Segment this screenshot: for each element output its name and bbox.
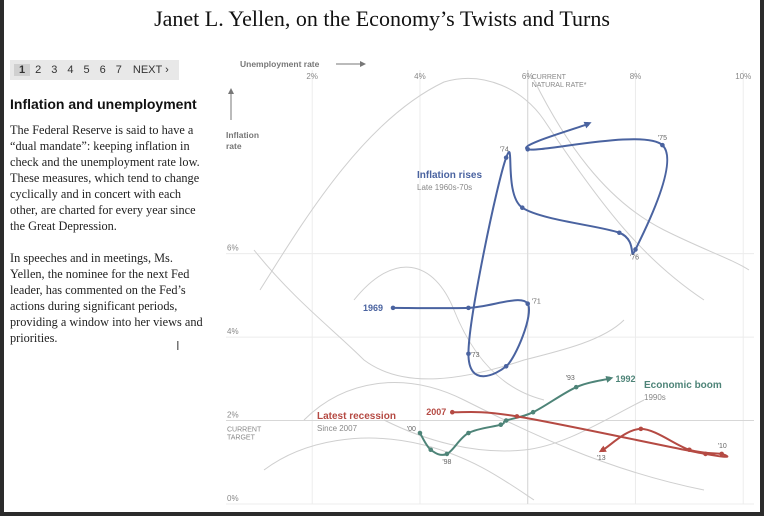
point-label: '73	[470, 352, 479, 359]
data-point	[719, 451, 724, 457]
page-frame: Janet L. Yellen, on the Economy’s Twists…	[4, 0, 760, 512]
sidebar-paragraph-2: In speeches and in meetings, Ms. Yellen,…	[10, 251, 203, 345]
point-label: '98	[442, 459, 451, 466]
point-label: '13	[597, 455, 606, 462]
history-curve	[263, 437, 535, 501]
point-label: '93	[566, 375, 575, 382]
page-link-6[interactable]: 6	[99, 64, 106, 76]
data-point	[525, 301, 531, 306]
page-link-5[interactable]: 5	[83, 64, 90, 76]
x-tick-label: 8%	[630, 72, 642, 81]
history-curve	[253, 249, 625, 380]
series-line-0	[393, 123, 669, 378]
data-point	[466, 430, 471, 436]
data-point	[687, 447, 692, 453]
phillips-curve-chart: 2% 4% 6% 8% 10% 0% 2% 4% 6% Unemployment rate Infl…	[226, 59, 754, 505]
data-point	[530, 409, 536, 415]
data-point	[633, 247, 638, 252]
next-page-button[interactable]: NEXT ›	[132, 64, 169, 76]
data-point	[466, 351, 471, 357]
point-label: 2007	[426, 407, 446, 417]
series-title: Inflation rises	[417, 170, 482, 181]
target-label-2: TARGET	[227, 435, 256, 442]
natural-rate-label-2: NATURAL RATE*	[532, 82, 587, 89]
series-title: Latest recession	[317, 411, 396, 422]
y-tick-label: 4%	[227, 327, 239, 336]
text-cursor-icon: I	[176, 338, 180, 353]
data-point	[428, 447, 434, 453]
history-curve	[353, 266, 545, 401]
data-point	[573, 384, 579, 390]
sidebar-heading: Inflation and unemployment	[10, 96, 197, 112]
data-point	[520, 205, 525, 211]
data-point	[503, 363, 509, 369]
x-axis-arrowhead	[360, 61, 366, 67]
point-label: 1992	[616, 374, 636, 384]
x-tick-label: 2%	[306, 72, 318, 81]
point-label: '76	[630, 254, 639, 261]
page-link-4[interactable]: 4	[67, 64, 74, 76]
target-label-1: CURRENT	[227, 427, 262, 434]
y-tick-label: 6%	[227, 244, 239, 253]
x-tick-label: 6%	[522, 72, 534, 81]
x-tick-label: 4%	[414, 72, 426, 81]
point-label: '71	[532, 299, 541, 306]
page-link-3[interactable]: 3	[51, 64, 58, 76]
page-link-2[interactable]: 2	[35, 64, 42, 76]
point-label: '74	[500, 147, 509, 154]
page-title: Janet L. Yellen, on the Economy’s Twists…	[154, 6, 610, 31]
sidebar-paragraph-1: The Federal Reserve is said to have a “d…	[10, 123, 200, 233]
series-subtitle: 1990s	[644, 393, 666, 402]
data-point	[444, 451, 450, 457]
history-curve	[259, 78, 705, 301]
series-subtitle: Since 2007	[317, 424, 358, 433]
history-curve	[533, 79, 750, 271]
point-label: '10	[718, 443, 727, 450]
y-axis-title-line2: rate	[226, 141, 242, 151]
y-axis-title-line1: Inflation	[226, 130, 259, 140]
data-point	[466, 305, 471, 311]
data-point	[449, 409, 455, 415]
y-tick-label: 0%	[227, 494, 239, 503]
series-subtitle: Late 1960s-70s	[417, 183, 472, 192]
history-curve	[303, 382, 705, 491]
pagination: 1 2 3 4 5 6 7 NEXT ›	[10, 60, 179, 80]
data-point	[525, 146, 531, 152]
y-axis-arrowhead	[228, 88, 234, 94]
data-point	[617, 230, 622, 236]
data-point	[417, 430, 423, 436]
point-label: 1969	[363, 303, 383, 313]
data-point	[514, 414, 520, 419]
series-arrowhead	[583, 121, 592, 129]
point-label: '75	[658, 135, 667, 142]
history-curve	[383, 399, 645, 452]
series-arrowhead	[605, 375, 614, 383]
series-arrowhead	[598, 445, 607, 453]
point-label: '00	[407, 426, 416, 433]
data-point	[498, 422, 504, 428]
data-point	[660, 142, 665, 148]
page-link-7[interactable]: 7	[115, 64, 122, 76]
x-tick-label: 10%	[735, 72, 751, 81]
data-point	[503, 418, 509, 423]
page-link-1[interactable]: 1	[14, 64, 31, 76]
data-point	[503, 155, 509, 160]
data-point	[390, 305, 396, 311]
series-title: Economic boom	[644, 380, 722, 391]
data-point	[638, 426, 644, 432]
natural-rate-label-1: CURRENT	[532, 74, 567, 81]
y-tick-label: 2%	[227, 411, 239, 420]
data-point	[703, 451, 708, 457]
x-axis-title: Unemployment rate	[240, 59, 320, 69]
series-line-2	[452, 410, 729, 458]
